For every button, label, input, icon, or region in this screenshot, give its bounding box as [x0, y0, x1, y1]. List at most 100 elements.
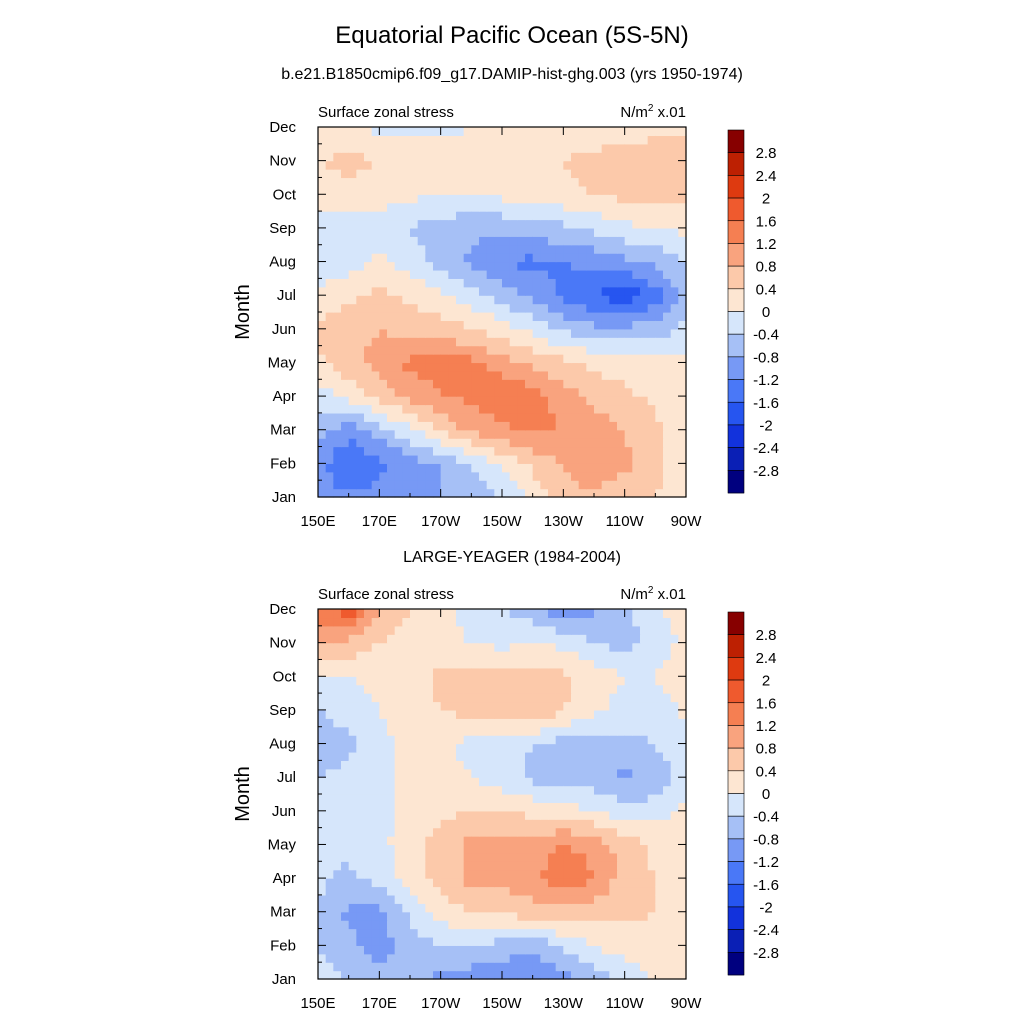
- field-cell: [348, 143, 357, 153]
- field-cell: [471, 852, 480, 862]
- field-cell: [655, 827, 664, 837]
- field-cell: [410, 177, 419, 187]
- field-cell: [594, 396, 603, 406]
- field-cell: [540, 953, 549, 963]
- field-cell: [678, 953, 687, 963]
- field-cell: [479, 396, 488, 406]
- field-cell: [617, 295, 626, 305]
- field-cell: [678, 659, 687, 669]
- field-cell: [571, 278, 580, 288]
- field-cell: [433, 760, 442, 770]
- field-cell: [471, 768, 480, 778]
- field-cell: [548, 953, 557, 963]
- field-cell: [586, 625, 595, 635]
- field-cell: [325, 429, 334, 439]
- field-cell: [417, 810, 426, 820]
- field-cell: [617, 810, 626, 820]
- field-cell: [586, 480, 595, 490]
- field-cell: [325, 827, 334, 837]
- field-cell: [410, 387, 419, 397]
- field-cell: [448, 609, 457, 619]
- field-cell: [456, 312, 465, 322]
- field-cell: [387, 928, 396, 938]
- field-cell: [670, 194, 679, 204]
- field-cell: [471, 320, 480, 330]
- colorbar-swatch: [728, 175, 744, 199]
- field-cell: [548, 463, 557, 473]
- field-cell: [364, 379, 373, 389]
- field-cell: [640, 861, 649, 871]
- field-cell: [486, 810, 495, 820]
- field-cell: [394, 471, 403, 481]
- field-cell: [609, 211, 618, 221]
- field-cell: [578, 785, 587, 795]
- field-cell: [525, 278, 534, 288]
- field-cell: [632, 642, 641, 652]
- field-cell: [540, 295, 549, 305]
- field-cell: [540, 945, 549, 955]
- field-cell: [425, 412, 434, 422]
- field-cell: [678, 735, 687, 745]
- field-cell: [486, 143, 495, 153]
- field-cell: [640, 970, 649, 980]
- field-cell: [578, 743, 587, 753]
- field-cell: [540, 320, 549, 330]
- field-cell: [456, 328, 465, 338]
- field-cell: [640, 701, 649, 711]
- field-cell: [402, 676, 411, 686]
- field-cell: [509, 438, 518, 448]
- field-cell: [502, 642, 511, 652]
- field-cell: [402, 135, 411, 145]
- field-cell: [525, 936, 534, 946]
- field-cell: [486, 886, 495, 896]
- field-cell: [364, 143, 373, 153]
- field-cell: [586, 718, 595, 728]
- field-cell: [486, 852, 495, 862]
- field-cell: [425, 269, 434, 279]
- field-cell: [678, 709, 687, 719]
- field-cell: [371, 827, 380, 837]
- field-cell: [617, 651, 626, 661]
- field-cell: [364, 861, 373, 871]
- field-cell: [617, 726, 626, 736]
- field-cell: [502, 227, 511, 237]
- field-cell: [509, 625, 518, 635]
- field-cell: [624, 693, 633, 703]
- field-cell: [402, 345, 411, 355]
- field-cell: [632, 303, 641, 313]
- field-cell: [540, 396, 549, 406]
- field-cell: [318, 169, 327, 179]
- field-cell: [563, 295, 572, 305]
- field-cell: [479, 446, 488, 456]
- field-cell: [410, 320, 419, 330]
- field-cell: [333, 194, 342, 204]
- field-cell: [571, 911, 580, 921]
- field-cell: [379, 446, 388, 456]
- field-cell: [624, 886, 633, 896]
- field-cell: [364, 345, 373, 355]
- field-cell: [663, 227, 672, 237]
- field-cell: [394, 227, 403, 237]
- field-cell: [371, 362, 380, 372]
- field-cell: [348, 160, 357, 170]
- field-cell: [387, 320, 396, 330]
- field-cell: [318, 709, 327, 719]
- field-cell: [479, 370, 488, 380]
- field-cell: [502, 320, 511, 330]
- field-cell: [601, 337, 610, 347]
- field-cell: [624, 480, 633, 490]
- field-cell: [632, 219, 641, 229]
- field-cell: [325, 362, 334, 372]
- colorbar-swatch: [728, 929, 744, 953]
- field-cell: [548, 370, 557, 380]
- field-cell: [433, 962, 442, 972]
- field-cell: [356, 953, 365, 963]
- field-cell: [371, 354, 380, 364]
- field-cell: [555, 278, 564, 288]
- field-cell: [364, 404, 373, 414]
- field-cell: [640, 127, 649, 137]
- field-cell: [379, 261, 388, 271]
- field-cell: [356, 438, 365, 448]
- field-cell: [333, 768, 342, 778]
- field-cell: [563, 886, 572, 896]
